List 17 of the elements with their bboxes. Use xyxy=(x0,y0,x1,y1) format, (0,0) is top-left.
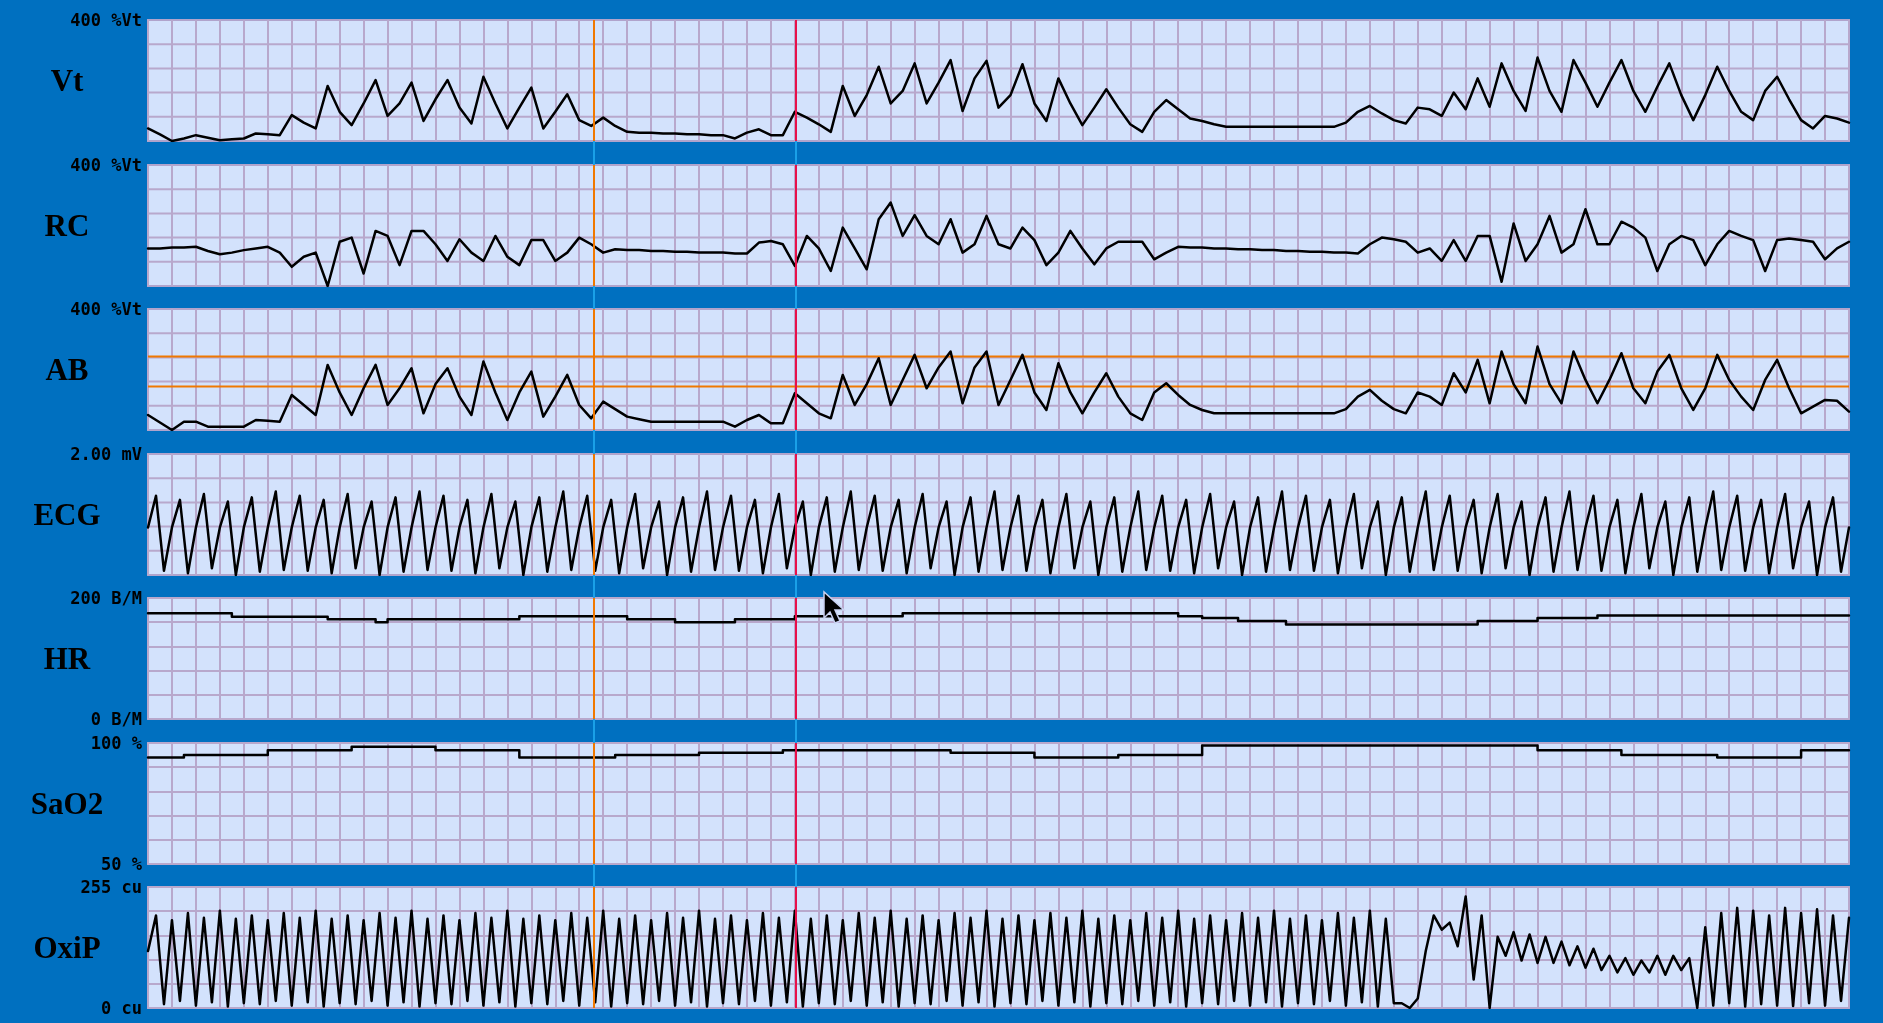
y-axis-title: ECG xyxy=(33,496,101,532)
y-axis-title: SaO2 xyxy=(30,785,104,821)
y-tick-label: 255 cu xyxy=(80,877,142,897)
y-axis-title: HR xyxy=(43,641,91,676)
text: 400 %Vt xyxy=(70,10,142,30)
y-tick-label: 0 cu xyxy=(101,998,142,1018)
y-tick-label: 100 % xyxy=(90,732,143,753)
y-axis-title: Vt xyxy=(50,63,85,98)
y-tick-label: 200 B/M xyxy=(70,588,142,608)
y-tick-label: 50 % xyxy=(101,853,143,874)
y-tick-label: 0 B/M xyxy=(90,709,142,729)
y-axis-title: RC xyxy=(44,207,90,243)
y-axis-title: AB xyxy=(45,352,89,387)
text: 400 %Vt xyxy=(70,299,142,319)
text: 400 %Vt xyxy=(70,154,142,175)
text: 2.00 mV xyxy=(70,443,142,464)
y-axis-title: OxiP xyxy=(33,930,101,965)
